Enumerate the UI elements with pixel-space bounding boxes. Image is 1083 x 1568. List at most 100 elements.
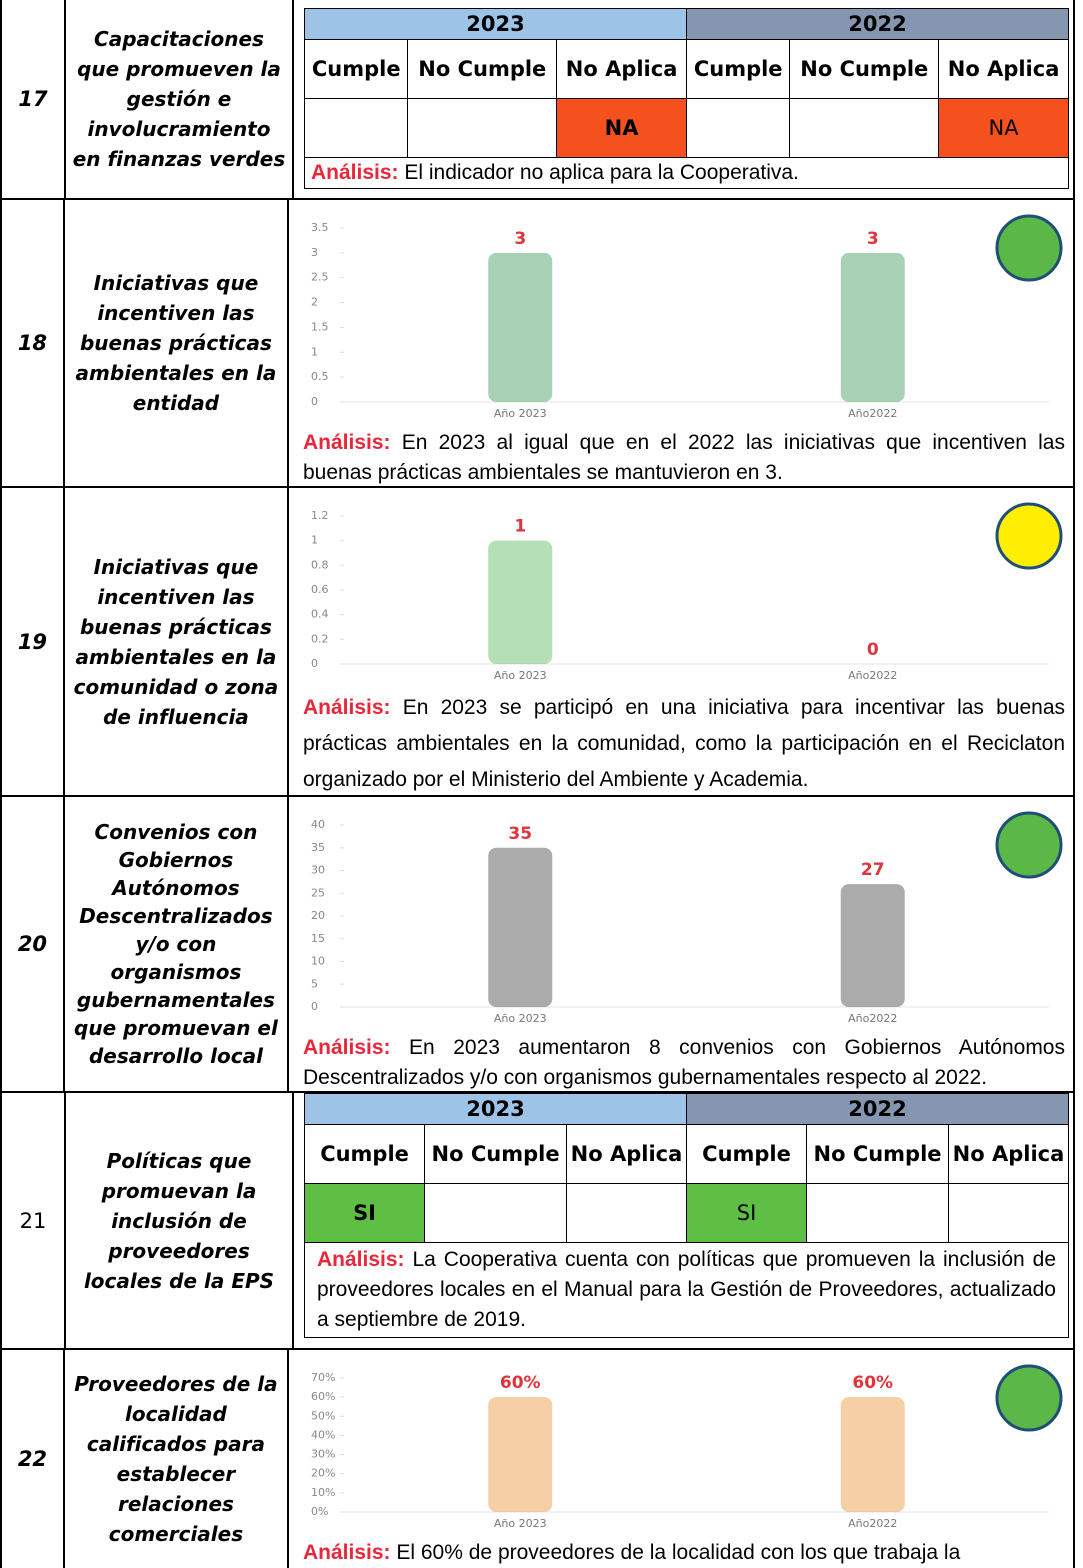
cell: NA: [556, 98, 687, 158]
status-indicator: [995, 502, 1063, 570]
column-header: No Cumple: [424, 1124, 568, 1184]
analysis-text: En 2023 al igual que en el 2022 las inic…: [303, 431, 1065, 484]
y-tick-label: 0.5: [311, 370, 329, 383]
y-tick-label: 1: [311, 345, 318, 358]
y-tick-label: 50%: [311, 1409, 335, 1422]
column-header: No Cumple: [407, 39, 558, 99]
analysis-text: En 2023 aumentaron 8 convenios con Gobie…: [303, 1036, 1065, 1089]
chart: 0 0.2 0.4 0.6 0.8 1 1.2 Año 2023 1 Año2022 0: [311, 502, 1063, 682]
indicator: Iniciativas que incentiven las buenas pr…: [65, 488, 289, 795]
y-tick-label: 1.2: [311, 509, 329, 522]
y-tick-label: 0.8: [311, 558, 329, 571]
x-tick-label: Año2022: [848, 1517, 897, 1530]
y-tick-label: 0.4: [311, 608, 329, 621]
pictograph-bar: [840, 252, 905, 402]
y-tick-label: 2: [311, 296, 318, 309]
cell: [424, 1183, 568, 1243]
y-tick-label: 3: [311, 246, 318, 259]
analysis-text: La Cooperativa cuenta con políticas que …: [317, 1248, 1056, 1331]
analysis-label: Análisis:: [317, 1248, 405, 1271]
pictograph-bar: [488, 252, 553, 402]
column-header: Cumple: [685, 39, 791, 99]
y-tick-label: 30%: [311, 1448, 335, 1461]
indicator: Iniciativas que incentiven las buenas pr…: [65, 200, 289, 486]
y-tick-label: 0: [311, 395, 318, 408]
pictograph-bar: [488, 1397, 553, 1512]
chart: 0 0.5 1 1.5 2 2.5 3 3.5 Año 2023 3 Año2022 3: [311, 214, 1063, 420]
analysis-label: Análisis:: [303, 431, 391, 454]
row-number: 20: [2, 797, 65, 1091]
value-label: 3: [514, 229, 526, 249]
cell: SI: [303, 1183, 426, 1243]
analysis-cell: Análisis: El indicador no aplica para la…: [304, 157, 1069, 189]
y-tick-label: 0.2: [311, 632, 329, 645]
y-tick-label: 70%: [311, 1371, 335, 1384]
y-tick-label: 0: [311, 657, 318, 670]
cell: [947, 1183, 1070, 1243]
cell: [407, 98, 558, 158]
analysis-text: En 2023 se participó en una iniciativa p…: [303, 696, 1065, 791]
column-header: No Aplica: [566, 1124, 687, 1184]
cell: [685, 98, 791, 158]
cell: [806, 1183, 949, 1243]
pictograph-bar: [840, 1397, 905, 1512]
year-header: 2023: [304, 1093, 687, 1125]
x-tick-label: Año2022: [848, 669, 897, 682]
row: 22 Proveedores de la localidad calificad…: [2, 1350, 1073, 1568]
value-label: 3: [867, 229, 879, 249]
pictograph-bar: [488, 540, 553, 664]
chart: 0 5 10 15 20 25 30 35 40 Año 2023 35 Año2022 27: [311, 811, 1063, 1025]
x-tick-label: Año 2023: [494, 669, 547, 682]
analysis-label: Análisis:: [303, 696, 391, 719]
indicator: Políticas que promuevan la inclusión de …: [66, 1093, 294, 1348]
value-label: 60%: [852, 1373, 893, 1393]
pictograph-bar: [840, 884, 905, 1007]
y-tick-label: 40: [311, 818, 325, 831]
analysis: Análisis: En 2023 se participó en una in…: [299, 690, 1069, 795]
row-number: 21: [2, 1093, 66, 1348]
analysis-text: El 60% de proveedores de la localidad co…: [396, 1541, 961, 1564]
y-tick-label: 0.6: [311, 583, 329, 596]
column-header: No Aplica: [947, 1124, 1070, 1184]
row-number: 22: [2, 1350, 65, 1568]
value-label: 0: [867, 640, 879, 660]
analysis-cell: Análisis: La Cooperativa cuenta con polí…: [304, 1242, 1069, 1338]
row: 17 Capacitaciones que promueven la gesti…: [2, 0, 1073, 200]
y-tick-label: 30: [311, 864, 325, 877]
x-tick-label: Año 2023: [494, 407, 547, 420]
cell: [566, 1183, 687, 1243]
value-label: 60%: [500, 1373, 541, 1393]
analysis-label: Análisis:: [311, 161, 399, 184]
row: 19 Iniciativas que incentiven las buenas…: [2, 488, 1073, 797]
y-tick-label: 25: [311, 886, 325, 899]
y-tick-label: 60%: [311, 1390, 335, 1403]
y-tick-label: 3.5: [311, 221, 329, 234]
y-tick-label: 20: [311, 909, 325, 922]
y-tick-label: 40%: [311, 1428, 335, 1441]
pictograph-bar: [488, 847, 553, 1007]
y-tick-label: 5: [311, 977, 318, 990]
cell: [789, 98, 940, 158]
chart: 0% 10% 20% 30% 40% 50% 60% 70% Año 2023 60% Año202…: [311, 1364, 1063, 1530]
y-tick-label: 10%: [311, 1486, 335, 1499]
y-tick-label: 35: [311, 841, 325, 854]
x-tick-label: Año2022: [848, 407, 897, 420]
y-tick-label: 1.5: [311, 320, 329, 333]
row-number: 17: [2, 0, 66, 198]
row: 21 Políticas que promuevan la inclusión …: [2, 1093, 1073, 1350]
analysis-text: El indicador no aplica para la Cooperati…: [404, 161, 799, 184]
y-tick-label: 10: [311, 955, 325, 968]
cell: SI: [685, 1183, 808, 1243]
analysis: Análisis: En 2023 aumentaron 8 convenios…: [299, 1033, 1069, 1091]
analysis-label: Análisis:: [303, 1541, 391, 1564]
row: 18 Iniciativas que incentiven las buenas…: [2, 200, 1073, 488]
analysis: Análisis: En 2023 al igual que en el 202…: [299, 428, 1069, 486]
status-table: 2023 2022 Cumple No Cumple No Aplica Cump…: [303, 1093, 1070, 1338]
y-tick-label: 20%: [311, 1467, 335, 1480]
year-header: 2023: [304, 8, 687, 40]
y-tick-label: 2.5: [311, 271, 329, 284]
cell: [303, 98, 409, 158]
value-label: 27: [861, 860, 885, 880]
status-table: 2023 2022 Cumple No Cumple No Aplica Cump…: [303, 8, 1070, 189]
